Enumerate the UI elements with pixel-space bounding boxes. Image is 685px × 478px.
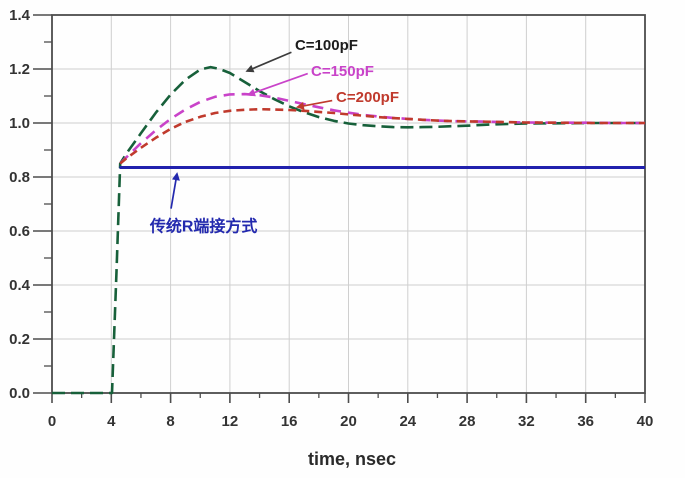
annotation-arrow-c100: [249, 51, 292, 71]
annotation-arrowhead-r-termination: [172, 172, 180, 181]
annotation-label-r-termination: 传统R端接方式: [149, 217, 258, 236]
annotation-arrow-r-termination: [170, 176, 178, 209]
y-tick-label: 1.0: [9, 115, 30, 132]
axes: 0 4 8 12 16 20 24 28 32 36 40 0.0 0.2 0.4 0.6 0.8 1.0 1.2…: [9, 7, 653, 430]
x-tick-label: 8: [166, 413, 174, 430]
annotation-arrowhead-c100: [245, 64, 255, 73]
y-tick-label: 0.8: [9, 169, 30, 186]
annotations: C=100pF C=150pF C=200pF 传统R端接方式: [149, 37, 399, 235]
series-c-200pf: [119, 107, 645, 165]
y-tick-label: 1.4: [9, 7, 31, 24]
y-tick-label: 0.4: [9, 277, 31, 294]
series-c-150pf: [119, 92, 645, 165]
y-tick-label: 0.0: [9, 385, 30, 402]
series-c-100pf: [52, 65, 645, 395]
annotation-arrow-c150: [251, 72, 309, 95]
data-series: [52, 65, 645, 395]
x-tick-label: 0: [48, 413, 56, 430]
x-tick-label: 28: [459, 413, 476, 430]
x-tick-label: 36: [577, 413, 594, 430]
y-tick-label: 0.6: [9, 223, 30, 240]
x-tick-label: 24: [399, 413, 416, 430]
x-tick-label: 4: [107, 413, 116, 430]
x-axis-title: time, nsec: [308, 449, 396, 469]
x-tick-label: 12: [222, 413, 239, 430]
x-tick-label: 32: [518, 413, 535, 430]
annotation-arrowhead-c200: [295, 101, 305, 110]
annotation-arrow-c200: [300, 99, 333, 108]
annotation-label-c150: C=150pF: [311, 63, 374, 80]
x-tick-label: 40: [637, 413, 654, 430]
x-tick-label: 20: [340, 413, 357, 430]
x-tick-label: 16: [281, 413, 298, 430]
annotation-label-c200: C=200pF: [336, 89, 399, 106]
y-tick-label: 0.2: [9, 331, 30, 348]
y-tick-label: 1.2: [9, 61, 30, 78]
annotation-arrowhead-c150: [246, 88, 256, 97]
annotation-label-c100: C=100pF: [295, 37, 358, 54]
